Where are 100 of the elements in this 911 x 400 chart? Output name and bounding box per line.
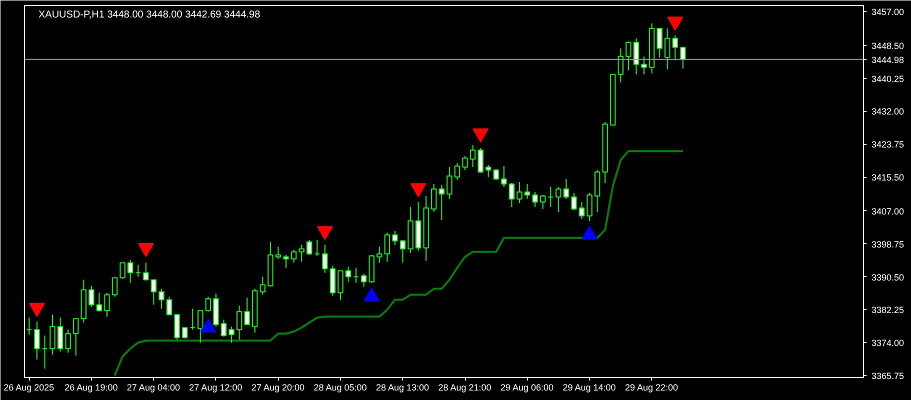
y-tick-label: 3374.00 (872, 338, 904, 348)
candlestick (540, 194, 546, 210)
candlestick (672, 34, 678, 61)
y-tick-label: 3407.00 (872, 206, 904, 216)
candlestick (400, 239, 406, 264)
candlestick (104, 292, 110, 318)
x-tick-label: 29 Aug 14:00 (562, 382, 616, 392)
point (28, 302, 45, 317)
candlestick (96, 292, 102, 312)
candlestick (532, 192, 538, 208)
candlestick (236, 305, 242, 340)
x-tick-label: 27 Aug 04:00 (126, 382, 180, 392)
candlestick (65, 329, 71, 354)
point (472, 128, 489, 142)
candlestick (338, 270, 344, 300)
candlestick (158, 288, 164, 310)
candlestick (446, 166, 452, 200)
candlestick (438, 184, 444, 220)
candlestick (260, 276, 266, 296)
candlestick (128, 259, 134, 284)
candlestick (150, 279, 157, 306)
candlestick (290, 249, 297, 264)
candlestick (88, 285, 94, 308)
candlestick (656, 28, 662, 58)
x-tick-label: 27 Aug 20:00 (251, 382, 305, 392)
candlestick (73, 318, 79, 356)
candlestick (462, 156, 468, 171)
x-tick-label: 28 Aug 05:00 (314, 382, 367, 392)
point (667, 16, 684, 31)
candlestick (524, 184, 530, 200)
point (410, 183, 426, 198)
candlestick (283, 254, 289, 268)
y-tick-label: 3448.50 (872, 40, 904, 51)
candlestick (516, 182, 522, 204)
candlestick (228, 326, 234, 344)
x-tick-label: 28 Aug 13:00 (376, 382, 430, 392)
y-tick-label: 3382.25 (872, 305, 904, 316)
candlestick (431, 184, 437, 212)
candlestick (493, 168, 499, 181)
candlestick (220, 319, 227, 338)
x-tick-label: 27 Aug 12:00 (189, 382, 242, 392)
y-tick-label: 3440.25 (872, 74, 904, 84)
candlestick (353, 267, 359, 284)
candlestick (322, 244, 328, 274)
candlestick (34, 321, 40, 360)
candlestick (586, 192, 592, 222)
candlestick (190, 308, 196, 330)
candlestick (182, 327, 188, 340)
x-tick-label: 29 Aug 22:00 (625, 382, 678, 392)
y-tick-label: 3398.75 (872, 239, 904, 250)
candlestick (205, 296, 212, 312)
candlestick (50, 314, 56, 356)
candlestick (563, 178, 570, 200)
candlestick (345, 266, 352, 282)
candlestick (618, 48, 624, 83)
candlestick (508, 182, 515, 208)
candlestick (470, 144, 476, 168)
candlestick (112, 277, 118, 298)
candlestick (478, 148, 484, 174)
candlestick (571, 192, 577, 210)
candlestick (376, 246, 382, 264)
candlestick (314, 239, 320, 256)
candlestick (680, 46, 686, 70)
candlestick (143, 262, 149, 282)
candlestick (384, 232, 390, 262)
candlestick (298, 244, 304, 262)
y-tick-label: 3432.00 (872, 106, 904, 117)
candlestick (626, 40, 632, 71)
y-tick-label: 3457.00 (872, 6, 904, 17)
candlestick (174, 314, 180, 340)
line-series (114, 150, 684, 377)
candlestick (57, 317, 64, 352)
y-tick-label: 3423.75 (872, 140, 904, 150)
candlestick (486, 164, 492, 178)
ref-line-label: 3444.98 (872, 54, 904, 65)
point (138, 243, 154, 258)
candlestick (361, 273, 367, 288)
candlestick (26, 317, 32, 336)
candlestick (244, 297, 250, 326)
candlestick (578, 201, 585, 220)
y-tick-label: 3390.50 (872, 272, 904, 282)
y-tick-label: 3415.50 (872, 172, 904, 183)
candlestick (166, 296, 172, 316)
candlestick (392, 230, 398, 246)
candlestick (641, 56, 647, 75)
candlestick (120, 262, 126, 280)
candlestick (664, 28, 670, 70)
candlestick (275, 246, 282, 260)
x-tick-label: 29 Aug 06:00 (500, 382, 554, 392)
candlestick (42, 335, 48, 370)
candlestick (198, 310, 204, 344)
candlestick (501, 166, 507, 188)
x-tick-label: 26 Aug 2025 (4, 382, 54, 392)
chart-title: XAUUSD-P,H1 3448.00 3448.00 3442.69 3444.98 (38, 10, 261, 20)
candlestick (330, 265, 336, 296)
x-tick-label: 26 Aug 19:00 (64, 382, 118, 392)
candlestick (633, 38, 640, 75)
candlestick (454, 162, 460, 181)
point (316, 226, 333, 240)
candlestick (135, 264, 141, 278)
